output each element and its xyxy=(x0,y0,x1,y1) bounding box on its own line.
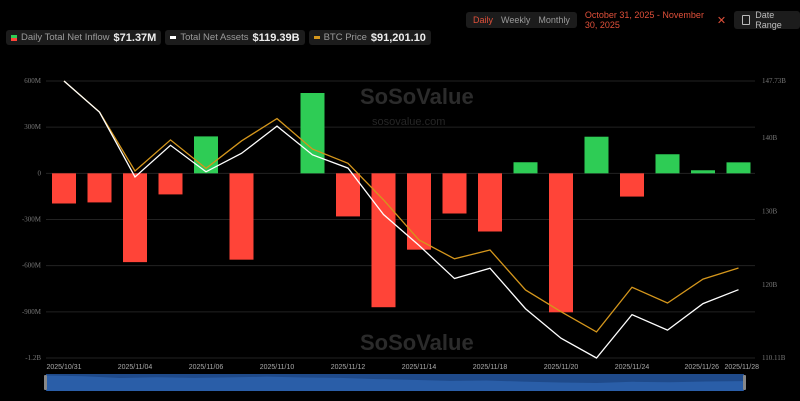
x-axis-tick: 2025/11/10 xyxy=(260,364,295,371)
watermark-bottom: SoSoValue xyxy=(360,330,474,355)
inflow-label: Daily Total Net Inflow xyxy=(21,32,110,43)
inflow-bar xyxy=(584,136,609,174)
net-assets-line xyxy=(63,80,739,359)
inflow-bar xyxy=(123,173,147,263)
x-axis-tick: 2025/11/26 xyxy=(684,364,719,371)
inflow-bar xyxy=(513,162,538,174)
left-axis-tick: 300M xyxy=(24,123,42,131)
x-axis-tick: 2025/10/31 xyxy=(46,364,81,371)
right-axis-tick: 110.11B xyxy=(762,354,786,362)
inflow-bar xyxy=(229,173,254,260)
inflow-bar xyxy=(620,173,644,197)
btc-swatch xyxy=(313,36,320,39)
left-axis-tick: -600M xyxy=(22,262,42,270)
legend-btc[interactable]: BTC Price $91,201.10 xyxy=(308,30,431,45)
btc-price-line xyxy=(63,80,739,333)
x-axis-tick: 2025/11/18 xyxy=(473,364,508,371)
navigator-series xyxy=(47,375,743,391)
period-weekly[interactable]: Weekly xyxy=(501,15,531,25)
inflow-bar xyxy=(726,162,751,174)
inflow-bar xyxy=(549,173,573,313)
x-axis-tick: 2025/11/06 xyxy=(189,364,224,371)
inflow-bar xyxy=(442,173,467,214)
assets-swatch xyxy=(170,36,177,39)
right-axis-tick: 147.73B xyxy=(762,77,786,85)
watermark-top: SoSoValue xyxy=(360,84,474,109)
left-axis-tick: 0 xyxy=(38,169,42,177)
inflow-bar xyxy=(407,173,431,250)
inflow-bar xyxy=(87,173,112,203)
date-range-button[interactable]: Date Range xyxy=(734,10,800,30)
inflow-bar xyxy=(478,173,502,232)
navigator-right-handle[interactable] xyxy=(743,375,746,390)
navigator-left-handle[interactable] xyxy=(44,375,47,390)
period-daily[interactable]: Daily xyxy=(473,15,494,25)
x-axis-tick: 2025/11/20 xyxy=(544,364,579,371)
inflow-bar xyxy=(300,93,325,174)
x-axis-tick: 2025/11/12 xyxy=(331,364,366,371)
calendar-icon xyxy=(742,15,751,25)
left-axis-tick: -300M xyxy=(22,216,42,224)
btc-value: $91,201.10 xyxy=(370,31,426,44)
inflow-value: $71.37M xyxy=(113,31,157,44)
inflow-bar xyxy=(371,173,396,308)
toolbar: Daily Weekly Monthly October 31, 2025 - … xyxy=(466,10,800,30)
x-axis-tick: 2025/11/04 xyxy=(118,364,153,371)
date-range-label: Date Range xyxy=(755,10,782,30)
right-axis-tick: 140B xyxy=(762,134,778,142)
inflow-bar xyxy=(336,173,360,217)
inflow-bar xyxy=(655,154,680,174)
navigator[interactable] xyxy=(44,374,746,391)
legend: Daily Total Net Inflow $71.37M Total Net … xyxy=(6,30,431,45)
left-axis-tick: -1.2B xyxy=(25,354,41,362)
period-monthly[interactable]: Monthly xyxy=(538,15,570,25)
btc-label: BTC Price xyxy=(323,32,367,43)
inflow-bar xyxy=(691,170,715,174)
watermark-top-url: sosovalue.com xyxy=(372,116,445,128)
close-icon[interactable]: ✕ xyxy=(716,14,727,27)
x-axis-tick: 2025/11/14 xyxy=(402,364,437,371)
inflow-bar xyxy=(52,173,76,204)
left-axis-tick: 600M xyxy=(24,77,42,85)
assets-label: Total Net Assets xyxy=(180,32,249,43)
right-axis-tick: 120B xyxy=(762,281,778,289)
date-range-text: October 31, 2025 - November 30, 2025 xyxy=(584,10,704,30)
right-axis-tick: 130B xyxy=(762,208,778,216)
legend-assets[interactable]: Total Net Assets $119.39B xyxy=(165,30,305,45)
legend-inflow[interactable]: Daily Total Net Inflow $71.37M xyxy=(6,30,162,45)
x-axis-tick: 2025/11/24 xyxy=(615,364,650,371)
left-axis-tick: -900M xyxy=(22,308,42,316)
period-selector: Daily Weekly Monthly xyxy=(466,12,577,28)
x-axis-tick: 2025/11/28 xyxy=(725,364,760,371)
inflow-bar xyxy=(158,173,183,195)
inflow-swatch xyxy=(11,34,17,41)
assets-value: $119.39B xyxy=(252,31,300,44)
